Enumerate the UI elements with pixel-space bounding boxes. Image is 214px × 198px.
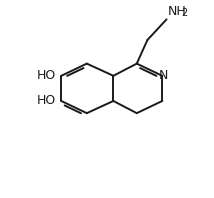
Text: N: N	[159, 69, 168, 82]
Text: 2: 2	[181, 8, 187, 18]
Text: HO: HO	[37, 69, 56, 82]
Text: NH: NH	[168, 5, 186, 18]
Text: HO: HO	[37, 94, 56, 108]
